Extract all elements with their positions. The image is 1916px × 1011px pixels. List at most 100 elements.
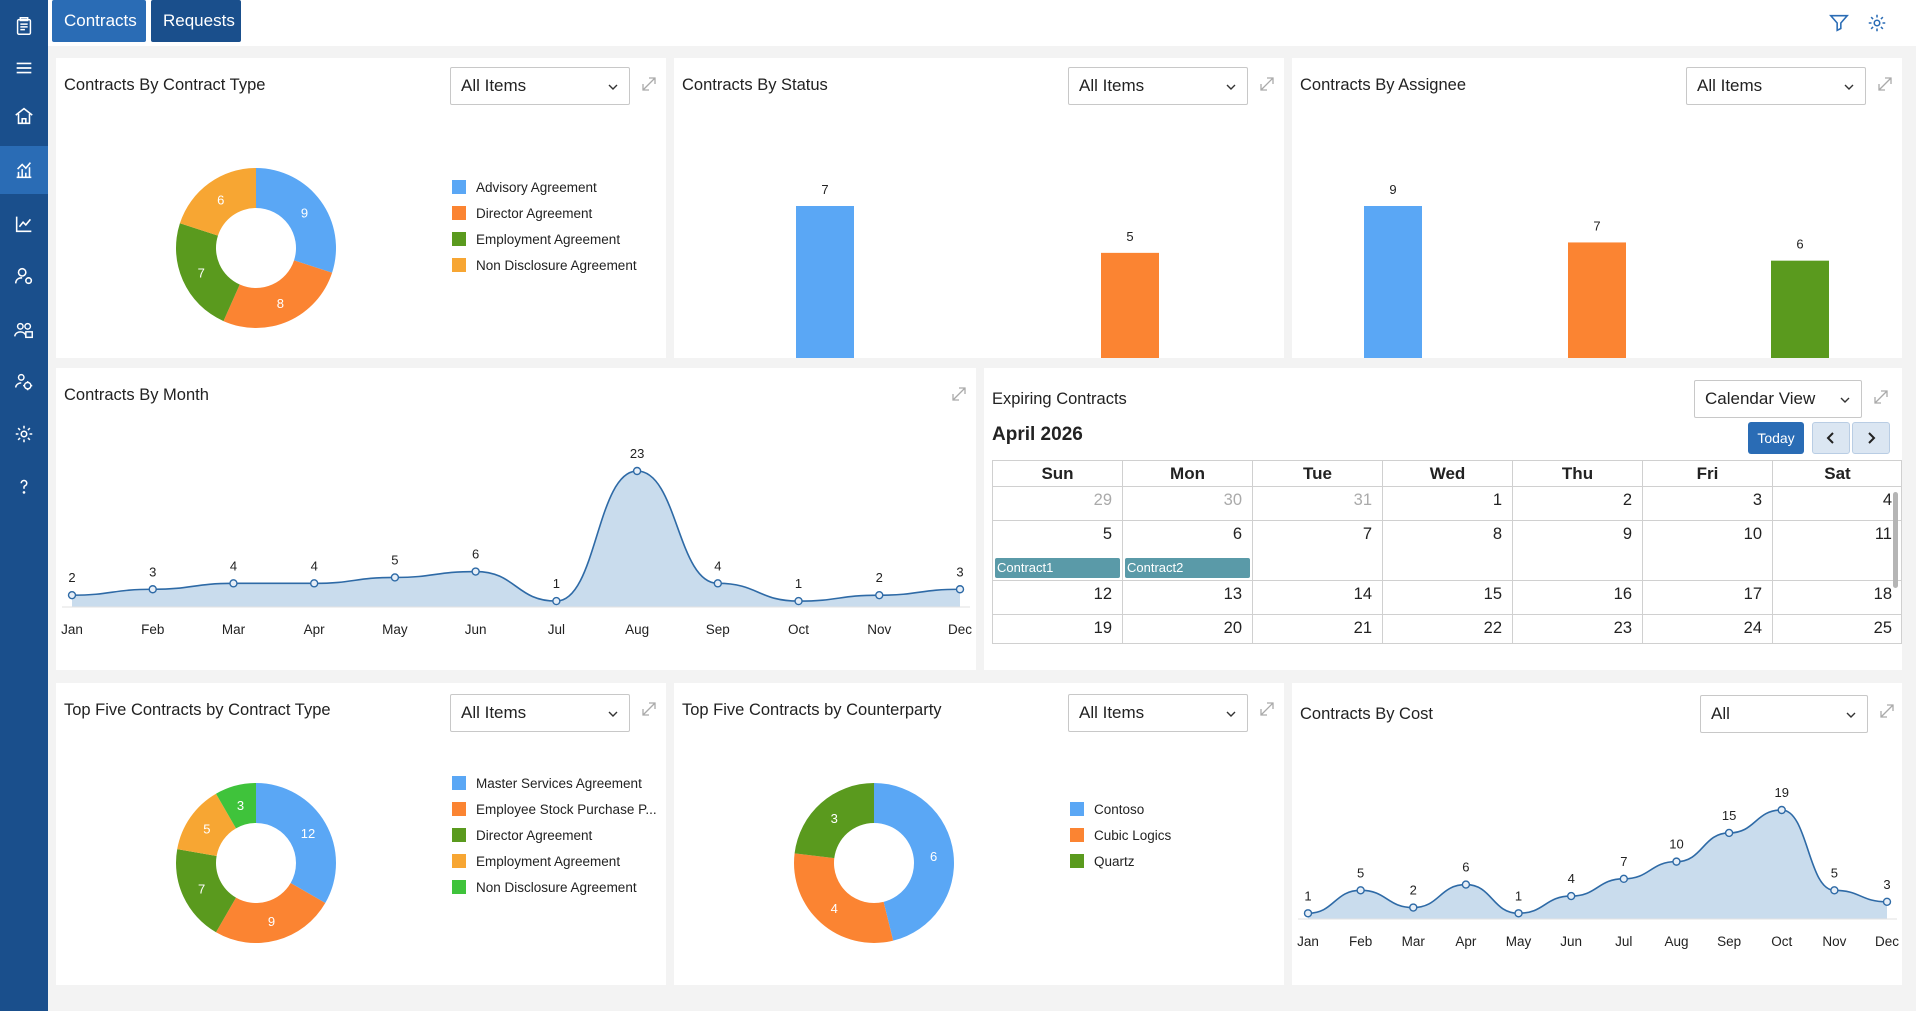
view-dropdown[interactable]: Calendar View bbox=[1694, 380, 1862, 418]
calendar-day-cell[interactable]: 31 bbox=[1253, 487, 1383, 521]
next-month-button[interactable] bbox=[1852, 422, 1890, 454]
filter-dropdown[interactable]: All Items bbox=[1068, 694, 1248, 732]
legend-item[interactable]: Advisory Agreement bbox=[452, 174, 637, 200]
calendar-day-cell[interactable]: 29 bbox=[993, 487, 1123, 521]
donut-slice[interactable] bbox=[874, 783, 954, 941]
data-point[interactable] bbox=[1409, 903, 1418, 912]
expand-icon[interactable] bbox=[640, 700, 658, 718]
data-point[interactable] bbox=[471, 567, 480, 576]
calendar-day-cell[interactable]: 25 bbox=[1773, 615, 1901, 643]
filter-dropdown[interactable]: All bbox=[1700, 695, 1868, 733]
expand-icon[interactable] bbox=[1876, 75, 1894, 93]
filter-dropdown[interactable]: All Items bbox=[450, 67, 630, 105]
data-point[interactable] bbox=[1303, 909, 1313, 918]
calendar-day-cell[interactable]: 13 bbox=[1123, 581, 1253, 615]
data-point[interactable] bbox=[1566, 891, 1576, 901]
data-point[interactable] bbox=[794, 596, 803, 606]
donut-slice[interactable] bbox=[177, 793, 236, 857]
calendar-day-cell[interactable]: 11 bbox=[1773, 521, 1901, 581]
calendar-day-cell[interactable]: 4 bbox=[1773, 487, 1901, 521]
donut-slice[interactable] bbox=[216, 883, 326, 943]
data-point[interactable] bbox=[1777, 805, 1786, 815]
expand-icon[interactable] bbox=[950, 385, 968, 403]
calendar-day-cell[interactable]: 3 bbox=[1643, 487, 1773, 521]
calendar-day-cell[interactable]: 19 bbox=[993, 615, 1123, 643]
calendar-day-cell[interactable]: 21 bbox=[1253, 615, 1383, 643]
calendar-day-cell[interactable]: 1 bbox=[1383, 487, 1513, 521]
data-point[interactable] bbox=[552, 596, 561, 606]
legend-item[interactable]: Employment Agreement bbox=[452, 848, 657, 874]
calendar-day-cell[interactable]: 10 bbox=[1643, 521, 1773, 581]
data-point[interactable] bbox=[632, 466, 642, 476]
legend-item[interactable]: Cubic Logics bbox=[1070, 822, 1171, 848]
legend-item[interactable]: Non Disclosure Agreement bbox=[452, 874, 657, 900]
donut-slice[interactable] bbox=[794, 783, 874, 859]
donut-slice[interactable] bbox=[179, 168, 256, 236]
legend-item[interactable]: Director Agreement bbox=[452, 822, 657, 848]
help-icon[interactable] bbox=[0, 462, 48, 510]
expand-icon[interactable] bbox=[1258, 700, 1276, 718]
filter-dropdown[interactable]: All Items bbox=[1686, 67, 1866, 105]
donut-slice[interactable] bbox=[256, 168, 336, 273]
home-icon[interactable] bbox=[0, 92, 48, 140]
menu-icon[interactable] bbox=[0, 44, 48, 92]
calendar-event[interactable]: Contract2 bbox=[1125, 558, 1250, 578]
legend-item[interactable]: Employee Stock Purchase P... bbox=[452, 796, 657, 822]
bar[interactable] bbox=[796, 206, 854, 358]
tab-requests[interactable]: Requests bbox=[151, 0, 241, 42]
trend-chart-icon[interactable] bbox=[0, 200, 48, 248]
calendar-day-cell[interactable]: 30 bbox=[1123, 487, 1253, 521]
data-point[interactable] bbox=[1356, 886, 1365, 895]
data-point[interactable] bbox=[229, 579, 238, 588]
calendar-day-cell[interactable]: 12 bbox=[993, 581, 1123, 615]
data-point[interactable] bbox=[1830, 886, 1839, 895]
calendar-day-cell[interactable]: 7 bbox=[1253, 521, 1383, 581]
filter-dropdown[interactable]: All Items bbox=[450, 694, 630, 732]
calendar-day-cell[interactable]: 24 bbox=[1643, 615, 1773, 643]
gear-icon[interactable] bbox=[0, 410, 48, 458]
data-point[interactable] bbox=[67, 590, 77, 600]
donut-slice[interactable] bbox=[176, 849, 236, 933]
calendar-day-cell[interactable]: 5 Contract1 bbox=[993, 521, 1123, 581]
data-point[interactable] bbox=[1514, 909, 1523, 918]
calendar-day-cell[interactable]: 22 bbox=[1383, 615, 1513, 643]
legend-item[interactable]: Director Agreement bbox=[452, 200, 637, 226]
donut-slice[interactable] bbox=[256, 783, 336, 903]
donut-slice[interactable] bbox=[176, 223, 240, 322]
expand-icon[interactable] bbox=[640, 75, 658, 93]
calendar-scrollbar[interactable] bbox=[1893, 492, 1898, 588]
donut-slice[interactable] bbox=[223, 260, 333, 328]
calendar-event[interactable]: Contract1 bbox=[995, 558, 1120, 578]
data-point[interactable] bbox=[955, 585, 965, 594]
calendar-day-cell[interactable]: 17 bbox=[1643, 581, 1773, 615]
calendar-day-cell[interactable]: 8 bbox=[1383, 521, 1513, 581]
legend-item[interactable]: Employment Agreement bbox=[452, 226, 637, 252]
expand-icon[interactable] bbox=[1258, 75, 1276, 93]
expand-icon[interactable] bbox=[1872, 388, 1890, 406]
bar[interactable] bbox=[1771, 260, 1829, 358]
today-button[interactable]: Today bbox=[1748, 422, 1804, 454]
filter-icon[interactable] bbox=[1828, 12, 1850, 34]
user-group-settings-icon[interactable] bbox=[0, 358, 48, 406]
calendar-day-cell[interactable]: 9 bbox=[1513, 521, 1643, 581]
filter-dropdown[interactable]: All Items bbox=[1068, 67, 1248, 105]
settings-gear-icon[interactable] bbox=[1866, 12, 1888, 34]
calendar-day-cell[interactable]: 15 bbox=[1383, 581, 1513, 615]
bar[interactable] bbox=[1101, 252, 1159, 358]
user-settings-icon[interactable] bbox=[0, 252, 48, 300]
legend-item[interactable]: Quartz bbox=[1070, 848, 1171, 874]
calendar-day-cell[interactable]: 20 bbox=[1123, 615, 1253, 643]
donut-slice[interactable] bbox=[794, 853, 894, 943]
data-point[interactable] bbox=[1672, 857, 1681, 866]
donut-slice[interactable] bbox=[216, 783, 256, 829]
calendar-day-cell[interactable]: 14 bbox=[1253, 581, 1383, 615]
data-point[interactable] bbox=[713, 579, 723, 588]
data-point[interactable] bbox=[390, 573, 400, 582]
data-point[interactable] bbox=[309, 579, 319, 588]
data-point[interactable] bbox=[1724, 828, 1734, 838]
data-point[interactable] bbox=[1619, 874, 1629, 884]
data-point[interactable] bbox=[875, 590, 884, 600]
calendar-day-cell[interactable]: 2 bbox=[1513, 487, 1643, 521]
team-icon[interactable] bbox=[0, 306, 48, 354]
tab-contracts[interactable]: Contracts bbox=[52, 0, 146, 42]
